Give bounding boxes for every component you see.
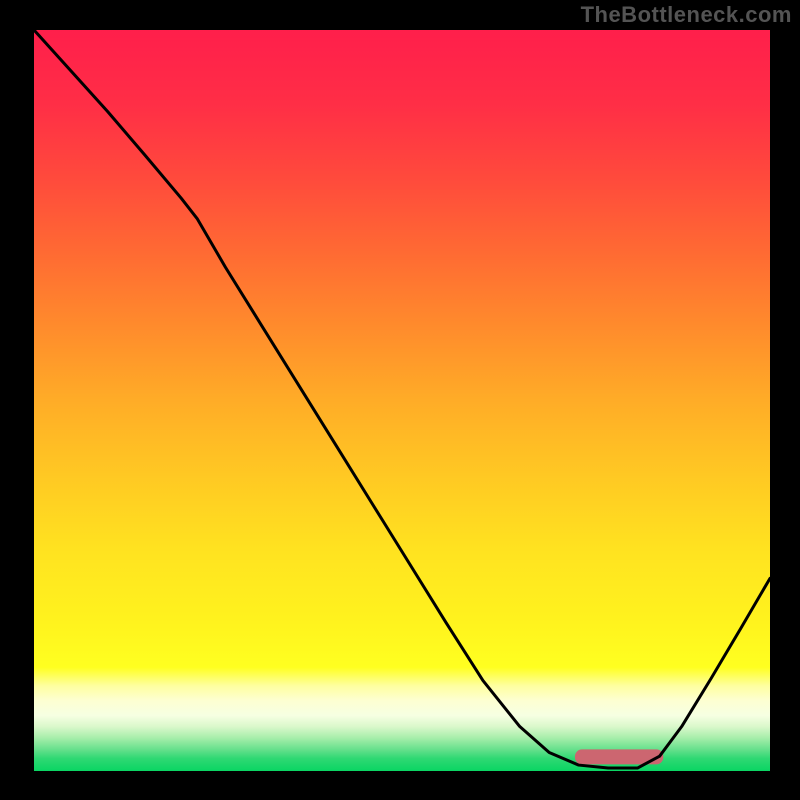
plot-area [34,30,770,771]
chart-svg [34,30,770,771]
watermark-text: TheBottleneck.com [581,2,792,28]
chart-container: TheBottleneck.com [0,0,800,800]
gradient-background [34,30,770,771]
